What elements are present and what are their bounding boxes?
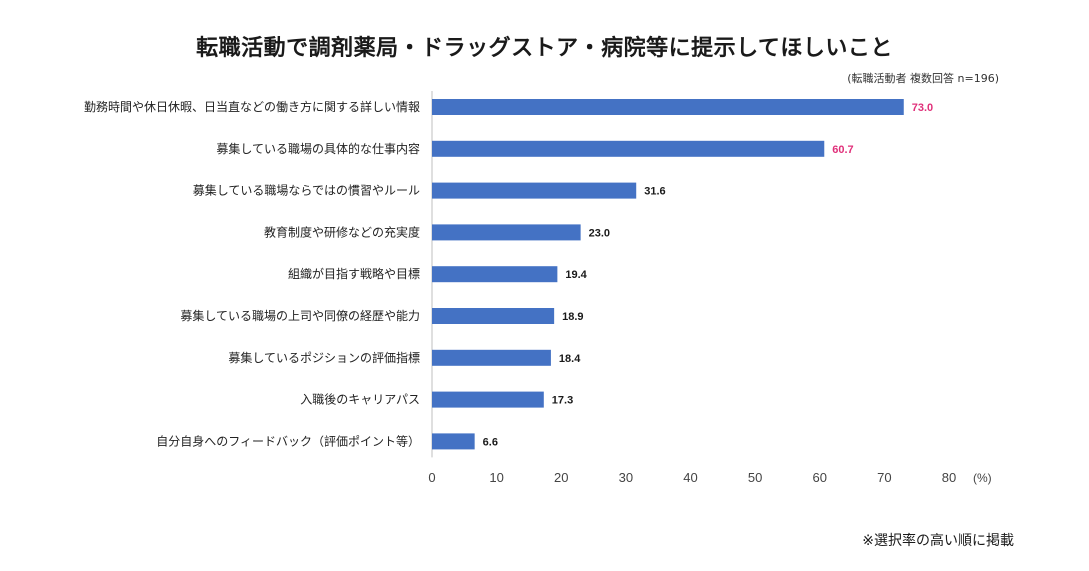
x-tick-label: 70: [877, 470, 891, 485]
bar: [432, 349, 551, 366]
bar: [432, 391, 544, 408]
chart-subtitle: (転職活動者 複数回答 n=196): [847, 72, 999, 85]
chart-title: 転職活動で調剤薬局・ドラッグストア・病院等に提示してほしいこと: [196, 36, 893, 61]
x-tick-label: 0: [428, 470, 435, 485]
bar: [432, 140, 825, 157]
category-label: 勤務時間や休日休暇、日当直などの働き方に関する詳しい情報: [84, 99, 420, 114]
value-label: 18.9: [562, 311, 583, 323]
value-label: 17.3: [552, 395, 573, 407]
category-label: 組織が目指す戦略や目標: [288, 266, 420, 281]
value-label: 6.6: [483, 436, 498, 448]
value-label: 60.7: [832, 144, 853, 156]
bar: [432, 308, 555, 324]
x-tick-label: 10: [489, 470, 503, 485]
category-label: 入職後のキャリアパス: [300, 393, 420, 407]
bar: [432, 266, 558, 283]
category-label: 募集している職場ならではの慣習やルール: [193, 183, 420, 198]
category-label: 募集している職場の具体的な仕事内容: [216, 141, 420, 156]
x-unit-label: (%): [973, 471, 992, 485]
value-label: 19.4: [565, 269, 587, 281]
category-label: 教育制度や研修などの充実度: [264, 224, 420, 239]
bar: [432, 224, 581, 241]
value-label: 31.6: [644, 186, 665, 198]
bar: [432, 433, 475, 450]
bar: [432, 182, 637, 199]
chart-footnote: ※選択率の高い順に掲載: [862, 533, 1014, 549]
x-tick-label: 80: [942, 470, 956, 485]
x-tick-label: 50: [748, 470, 762, 485]
x-tick-label: 20: [554, 470, 568, 485]
x-tick-label: 30: [619, 470, 633, 485]
x-tick-label: 40: [683, 470, 697, 485]
value-label: 73.0: [912, 102, 933, 114]
value-label: 23.0: [589, 227, 610, 239]
category-label: 募集しているポジションの評価指標: [228, 350, 420, 365]
value-label: 18.4: [559, 353, 581, 365]
x-tick-label: 60: [813, 470, 827, 485]
category-label: 自分自身へのフィードバック（評価ポイント等）: [156, 433, 420, 448]
bar: [432, 99, 904, 115]
category-label: 募集している職場の上司や同僚の経歴や能力: [180, 308, 420, 323]
